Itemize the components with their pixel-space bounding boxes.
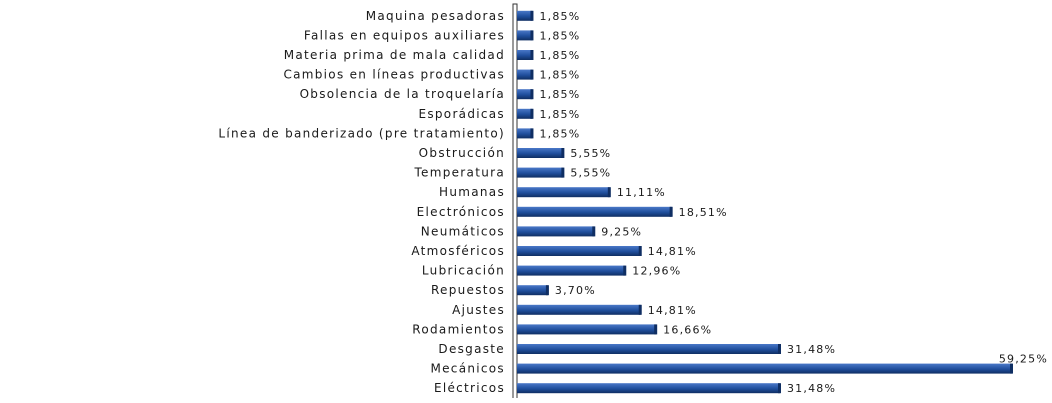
category-label: Materia prima de mala calidad: [284, 48, 505, 62]
category-label: Repuestos: [431, 283, 505, 297]
y-axis-wall: [512, 3, 518, 403]
bar: [517, 383, 780, 394]
category-label: Humanas: [439, 185, 505, 199]
category-label: Temperatura: [413, 166, 505, 180]
bar: [517, 50, 533, 60]
data-label: 14,81%: [648, 304, 697, 317]
bar-end-cap: [530, 108, 534, 119]
data-label: 16,66%: [663, 323, 712, 336]
data-label: 11,11%: [617, 186, 666, 199]
data-label: 1,85%: [539, 69, 580, 82]
data-label: 14,81%: [648, 245, 697, 258]
bar-end-cap: [561, 167, 565, 178]
data-label: 1,85%: [539, 127, 580, 140]
data-label: 5,55%: [570, 167, 611, 180]
bar: [517, 69, 533, 80]
bar: [517, 363, 1012, 374]
bar-end-cap: [607, 187, 611, 198]
bar: [517, 167, 564, 178]
bars-layer: [517, 10, 1013, 394]
bar: [517, 246, 641, 256]
bar: [517, 226, 595, 237]
bar: [517, 187, 610, 198]
data-label: 59,25%: [999, 353, 1048, 366]
data-label: 31,48%: [787, 382, 836, 395]
axis-layer: [512, 3, 518, 403]
category-label: Ajustes: [452, 303, 505, 317]
bar-end-cap: [623, 265, 627, 276]
category-label: Obstrucción: [419, 146, 505, 160]
category-label: Fallas en equipos auxiliares: [304, 28, 505, 42]
category-label: Esporádicas: [418, 107, 505, 121]
bar: [517, 344, 780, 354]
labels-layer: Maquina pesadoras 1,85% Fallas en equipos …: [218, 9, 1048, 395]
bar-end-cap: [777, 383, 781, 394]
bar-end-cap: [561, 148, 565, 158]
bar: [517, 285, 548, 296]
category-label: Cambios en líneas productivas: [283, 68, 505, 82]
bar-end-cap: [669, 206, 673, 217]
category-label: Línea de banderizado (pre tratamiento): [218, 126, 505, 140]
data-label: 1,85%: [539, 29, 580, 42]
bar-end-cap: [1010, 363, 1013, 374]
data-label: 3,70%: [555, 284, 596, 297]
category-label: Maquina pesadoras: [366, 9, 505, 23]
bar: [517, 148, 564, 158]
category-label: Lubricación: [422, 264, 505, 278]
bar-end-cap: [638, 304, 642, 315]
data-label: 31,48%: [787, 343, 836, 356]
category-label: Neumáticos: [421, 224, 505, 238]
data-label: 5,55%: [570, 147, 611, 160]
bar-end-cap: [530, 128, 534, 139]
data-label: 1,85%: [539, 10, 580, 23]
bar-end-cap: [654, 324, 658, 335]
data-label: 1,85%: [539, 108, 580, 121]
bar: [517, 304, 641, 315]
bar: [517, 30, 533, 41]
bar-end-cap: [638, 246, 642, 256]
bar: [517, 265, 626, 276]
bar-end-cap: [545, 285, 549, 296]
data-label: 12,96%: [632, 265, 681, 278]
bar-end-cap: [530, 10, 534, 21]
category-label: Obsolencia de la troquelaría: [300, 87, 505, 101]
category-label: Electrónicos: [417, 205, 505, 219]
bar-end-cap: [777, 344, 781, 354]
bar-end-cap: [592, 226, 596, 237]
bar: [517, 89, 533, 100]
bar: [517, 324, 657, 335]
bar: [517, 10, 533, 21]
category-label: Desgaste: [438, 342, 505, 356]
bar: [517, 108, 533, 119]
data-label: 18,51%: [679, 206, 728, 219]
bar-end-cap: [530, 30, 534, 41]
bar: [517, 128, 533, 139]
bar-end-cap: [530, 50, 534, 60]
category-label: Atmosféricos: [411, 244, 505, 258]
category-label: Eléctricos: [434, 381, 505, 395]
bar-end-cap: [530, 69, 534, 80]
bar: [517, 206, 672, 217]
category-label: Mecánicos: [430, 362, 505, 376]
data-label: 1,85%: [539, 88, 580, 101]
category-label: Rodamientos: [412, 322, 505, 336]
data-label: 9,25%: [601, 225, 642, 238]
bar-end-cap: [530, 89, 534, 100]
data-label: 1,85%: [539, 49, 580, 62]
